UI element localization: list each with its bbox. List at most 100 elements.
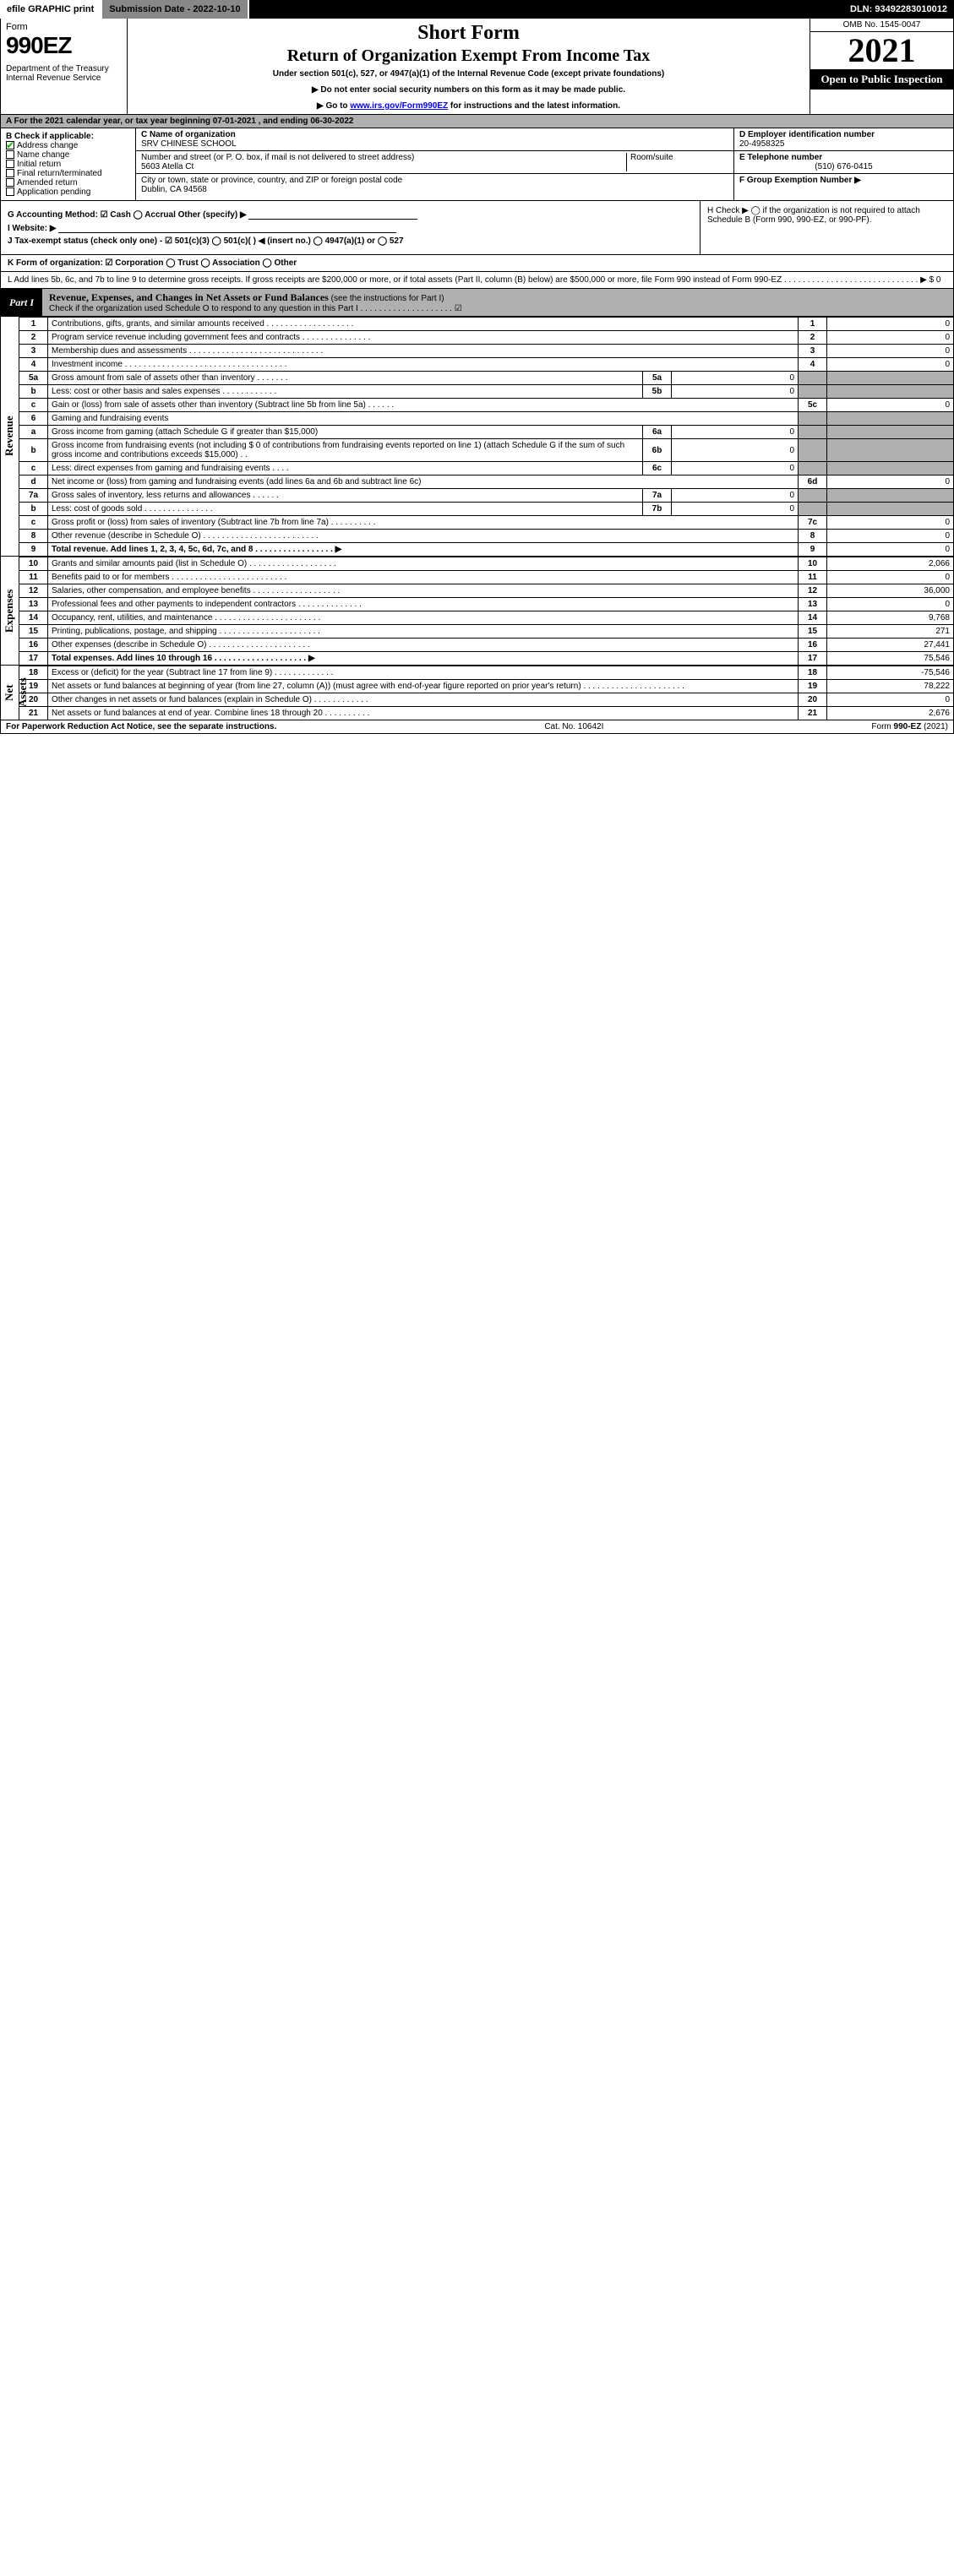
checkbox-icon	[6, 178, 14, 187]
line-val: 271	[827, 625, 954, 639]
mini-ref: 5b	[643, 385, 672, 399]
open-to-public: Open to Public Inspection	[810, 69, 953, 90]
tax-exempt-status: J Tax-exempt status (check only one) - ☑…	[8, 236, 404, 246]
mini-val: 0	[672, 503, 799, 516]
box-f: F Group Exemption Number ▶	[734, 174, 953, 200]
line-desc: Gaming and fundraising events	[48, 412, 799, 426]
table-row: 15Printing, publications, postage, and s…	[19, 625, 954, 639]
ghij-left: G Accounting Method: ☑ Cash ◯ Accrual Ot…	[1, 201, 700, 254]
line-val: 36,000	[827, 584, 954, 598]
line-val: 2,066	[827, 557, 954, 571]
form-header: Form 990EZ Department of the Treasury In…	[0, 19, 954, 115]
shade-cell	[827, 503, 954, 516]
table-row: bGross income from fundraising events (n…	[19, 439, 954, 462]
line-val: 0	[827, 476, 954, 489]
revenue-sidelabel: Revenue	[0, 317, 19, 557]
city-label: City or town, state or province, country…	[141, 176, 402, 185]
line-num: d	[19, 476, 48, 489]
table-row: 12Salaries, other compensation, and empl…	[19, 584, 954, 598]
tax-year: 2021	[810, 32, 953, 69]
line-desc: Benefits paid to or for members . . . . …	[48, 571, 799, 584]
irs-link[interactable]: www.irs.gov/Form990EZ	[350, 101, 448, 111]
table-row: 16Other expenses (describe in Schedule O…	[19, 639, 954, 652]
part-title-note: (see the instructions for Part I)	[329, 294, 444, 303]
line-ref: 10	[799, 557, 827, 571]
ein-value: 20-4958325	[739, 139, 784, 149]
shade-cell	[827, 489, 954, 503]
line-j: J Tax-exempt status (check only one) - ☑…	[8, 236, 693, 246]
mini-ref: 5a	[643, 372, 672, 385]
shade-cell	[799, 372, 827, 385]
line-num: 8	[19, 530, 48, 543]
line-ref: 9	[799, 543, 827, 557]
block-ghij: G Accounting Method: ☑ Cash ◯ Accrual Ot…	[0, 201, 954, 255]
mini-ref: 6c	[643, 462, 672, 476]
street-cell: Number and street (or P. O. box, if mail…	[136, 151, 733, 174]
line-val: 0	[827, 358, 954, 372]
table-row: bLess: cost or other basis and sales exp…	[19, 385, 954, 399]
chk-label: Final return/terminated	[17, 169, 102, 178]
table-row: 14Occupancy, rent, utilities, and mainte…	[19, 611, 954, 625]
accounting-method: G Accounting Method: ☑ Cash ◯ Accrual Ot…	[8, 210, 247, 220]
line-ref: 14	[799, 611, 827, 625]
shade-cell	[799, 412, 827, 426]
table-row: 4Investment income . . . . . . . . . . .…	[19, 358, 954, 372]
table-row: cGain or (loss) from sale of assets othe…	[19, 399, 954, 412]
line-i: I Website: ▶	[8, 223, 693, 233]
shade-cell	[799, 462, 827, 476]
line-desc: Gross income from gaming (attach Schedul…	[48, 426, 643, 439]
chk-initial-return[interactable]: Initial return	[6, 160, 130, 169]
efile-print[interactable]: efile GRAPHIC print	[0, 0, 102, 19]
chk-amended-return[interactable]: Amended return	[6, 178, 130, 187]
chk-application-pending[interactable]: Application pending	[6, 187, 130, 197]
line-val: 0	[827, 598, 954, 611]
expenses-section: Expenses 10Grants and similar amounts pa…	[0, 557, 954, 666]
table-row: 8Other revenue (describe in Schedule O) …	[19, 530, 954, 543]
expenses-sidelabel: Expenses	[0, 557, 19, 666]
revenue-section: Revenue 1Contributions, gifts, grants, a…	[0, 317, 954, 557]
line-val: 0	[827, 693, 954, 707]
chk-address-change[interactable]: Address change	[6, 141, 130, 150]
shade-cell	[827, 462, 954, 476]
line-num: 3	[19, 345, 48, 358]
line-ref: 19	[799, 680, 827, 693]
line-ref: 2	[799, 331, 827, 345]
main-title: Return of Organization Exempt From Incom…	[133, 46, 804, 66]
line-val: 9,768	[827, 611, 954, 625]
checkbox-icon	[6, 160, 14, 168]
revenue-table: 1Contributions, gifts, grants, and simil…	[19, 317, 954, 557]
line-ref: 12	[799, 584, 827, 598]
line-val: 0	[827, 516, 954, 530]
line-ref: 21	[799, 707, 827, 720]
chk-name-change[interactable]: Name change	[6, 150, 130, 160]
line-ref: 17	[799, 652, 827, 666]
line-num: 10	[19, 557, 48, 571]
line-desc: Gain or (loss) from sale of assets other…	[48, 399, 799, 412]
line-desc: Net income or (loss) from gaming and fun…	[48, 476, 799, 489]
mini-val: 0	[672, 372, 799, 385]
shade-cell	[827, 372, 954, 385]
mini-val: 0	[672, 385, 799, 399]
sub2b-pre: ▶ Go to	[317, 101, 350, 111]
line-desc: Total expenses. Add lines 10 through 16 …	[48, 652, 799, 666]
mini-val: 0	[672, 462, 799, 476]
row-l: L Add lines 5b, 6c, and 7b to line 9 to …	[0, 272, 954, 289]
table-row: 2Program service revenue including gover…	[19, 331, 954, 345]
phone-label: E Telephone number	[739, 153, 822, 162]
shade-cell	[799, 385, 827, 399]
table-row: 21Net assets or fund balances at end of …	[19, 707, 954, 720]
net-assets-section: Net Assets 18Excess or (deficit) for the…	[0, 666, 954, 720]
line-num: b	[19, 503, 48, 516]
department-label: Department of the Treasury Internal Reve…	[6, 64, 122, 83]
part-1-header: Part I Revenue, Expenses, and Changes in…	[0, 289, 954, 317]
line-desc: Investment income . . . . . . . . . . . …	[48, 358, 799, 372]
org-name-cell: C Name of organization SRV CHINESE SCHOO…	[136, 128, 733, 151]
city-value: Dublin, CA 94568	[141, 185, 207, 194]
line-num: 14	[19, 611, 48, 625]
mini-val: 0	[672, 489, 799, 503]
dln: DLN: 93492283010012	[843, 0, 954, 19]
mini-ref: 7a	[643, 489, 672, 503]
chk-final-return[interactable]: Final return/terminated	[6, 169, 130, 178]
sidelabel-text: Expenses	[1, 557, 18, 665]
footer-form-num: 990-EZ	[894, 722, 922, 731]
